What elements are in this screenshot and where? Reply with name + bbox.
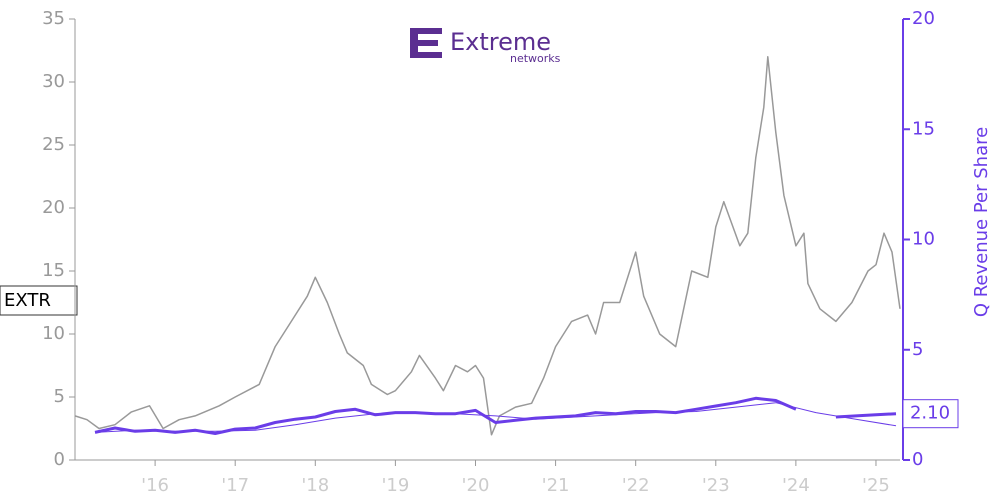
y-tick-label: 20 — [42, 197, 65, 218]
y-tick-label: 30 — [42, 71, 65, 92]
y-tick-label: 15 — [42, 260, 65, 281]
x-tick-label: '24 — [782, 475, 810, 496]
y-tick-label: 5 — [54, 386, 65, 407]
end-label-box — [902, 399, 959, 429]
y2-tick-label: 0 — [912, 449, 923, 470]
logo-sub: networks — [510, 52, 561, 65]
y2-axis-title: Q Revenue Per Share — [971, 127, 992, 317]
y-tick-label: 25 — [42, 134, 65, 155]
y2-tick-label: 15 — [912, 118, 935, 139]
ticker-label: EXTR — [4, 290, 51, 311]
x-tick-label: '17 — [221, 475, 249, 496]
end-label: 2.10 — [910, 403, 950, 424]
x-tick-label: '16 — [141, 475, 169, 496]
x-tick-label: '18 — [301, 475, 329, 496]
y2-tick-label: 20 — [912, 8, 935, 29]
x-tick-label: '23 — [702, 475, 730, 496]
logo: Extreme networks — [410, 28, 561, 65]
x-tick-label: '20 — [462, 475, 490, 496]
x-tick-label: '19 — [381, 475, 409, 496]
logo-icon — [410, 28, 442, 58]
series-line — [74, 56, 901, 436]
series-line — [94, 402, 897, 433]
y2-tick-label: 5 — [912, 339, 923, 360]
y-tick-label: 0 — [54, 449, 65, 470]
ticker-box — [0, 285, 78, 316]
x-tick-label: '22 — [622, 475, 650, 496]
y-tick-label: 10 — [42, 323, 65, 344]
x-tick-label: '21 — [542, 475, 570, 496]
y2-tick-label: 10 — [912, 229, 935, 250]
logo-name: Extreme — [450, 28, 551, 56]
y-tick-label: 35 — [42, 8, 65, 29]
x-tick-label: '25 — [862, 475, 890, 496]
